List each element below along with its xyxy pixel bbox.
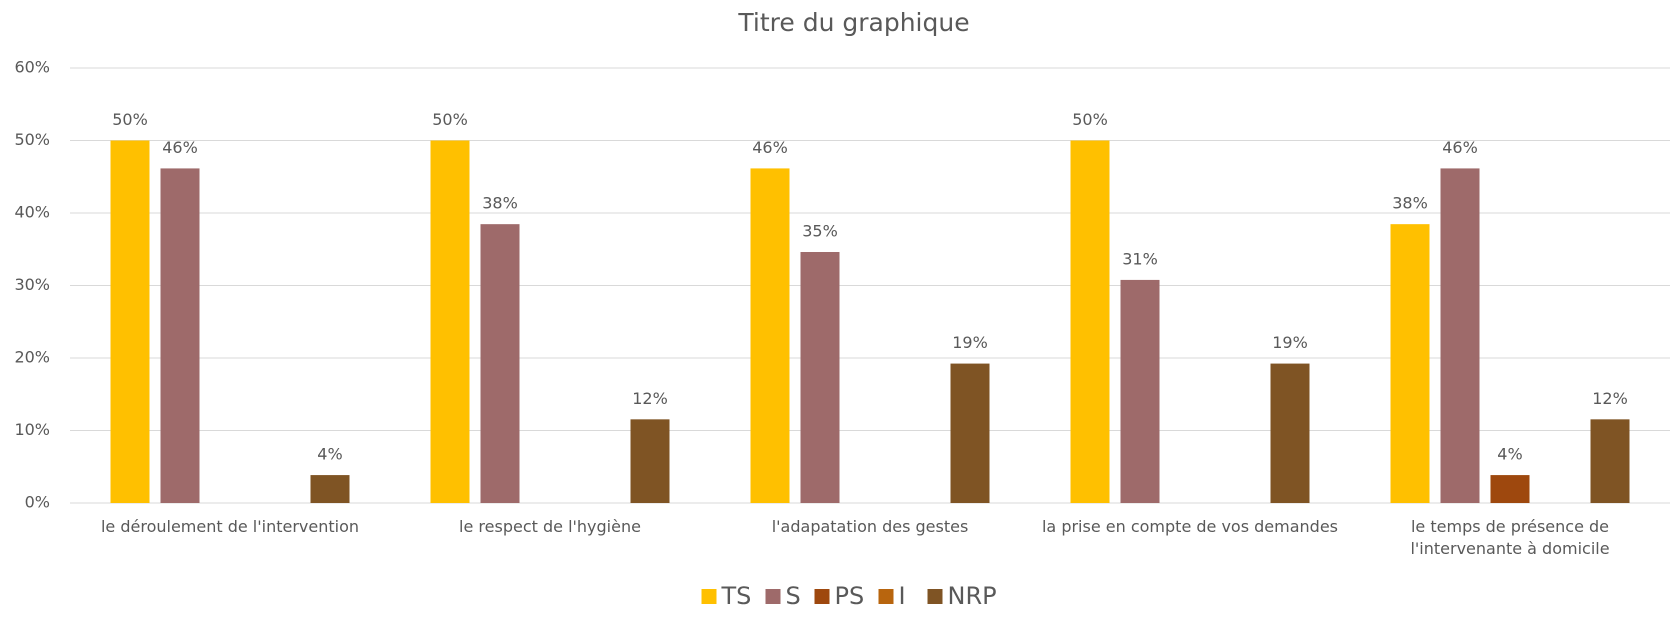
bar <box>1070 140 1110 503</box>
data-label: 35% <box>802 222 838 241</box>
x-tick-label: le temps de présence de l'intervenante à… <box>1410 517 1610 558</box>
bar <box>950 363 990 503</box>
data-label: 19% <box>952 333 988 352</box>
bar <box>1440 168 1480 503</box>
legend-label: TS <box>721 582 752 610</box>
data-label: 38% <box>482 194 518 213</box>
chart-title: Titre du graphique <box>737 8 969 37</box>
data-label: 12% <box>632 389 668 408</box>
bar <box>480 224 520 504</box>
data-label: 46% <box>162 138 198 157</box>
legend-swatch <box>765 589 781 604</box>
x-tick-label: la prise en compte de vos demandes <box>1041 517 1338 536</box>
data-label: 50% <box>432 110 468 129</box>
y-tick-label: 0% <box>25 493 50 512</box>
data-label: 46% <box>752 138 788 157</box>
bar <box>310 475 350 503</box>
y-tick-label: 60% <box>14 58 50 77</box>
data-label: 38% <box>1392 194 1428 213</box>
legend-label: S <box>786 582 801 610</box>
data-label: 19% <box>1272 333 1308 352</box>
legend-label: NRP <box>948 582 997 610</box>
y-tick-label: 10% <box>14 420 50 439</box>
y-tick-label: 50% <box>14 130 50 149</box>
data-label: 12% <box>1592 389 1628 408</box>
bar <box>1590 419 1630 503</box>
bar <box>1270 363 1310 503</box>
bar <box>110 140 150 503</box>
legend-swatch <box>701 589 717 604</box>
x-tick-label: l'adapatation des gestes <box>771 517 969 536</box>
data-label: 50% <box>1072 110 1108 129</box>
bar <box>800 252 840 503</box>
data-label: 4% <box>317 445 342 464</box>
x-tick-label: le déroulement de l'intervention <box>100 517 360 536</box>
y-tick-label: 40% <box>14 203 50 222</box>
y-tick-label: 20% <box>14 348 50 367</box>
data-label: 50% <box>112 110 148 129</box>
bar <box>1120 279 1160 503</box>
bar <box>1490 475 1530 503</box>
data-label: 31% <box>1122 249 1158 268</box>
legend-label: I <box>899 582 906 610</box>
legend-swatch <box>927 589 943 604</box>
y-tick-label: 30% <box>14 275 50 294</box>
legend-label: PS <box>835 582 865 610</box>
legend-swatch <box>814 589 830 604</box>
legend-swatch <box>878 589 894 604</box>
data-label: 46% <box>1442 138 1478 157</box>
x-tick-label: le respect de l'hygiène <box>459 517 641 536</box>
bar <box>750 168 790 503</box>
bar <box>630 419 670 503</box>
bar <box>1390 224 1430 504</box>
bar <box>430 140 470 503</box>
data-label: 4% <box>1497 445 1522 464</box>
bar <box>160 168 200 503</box>
